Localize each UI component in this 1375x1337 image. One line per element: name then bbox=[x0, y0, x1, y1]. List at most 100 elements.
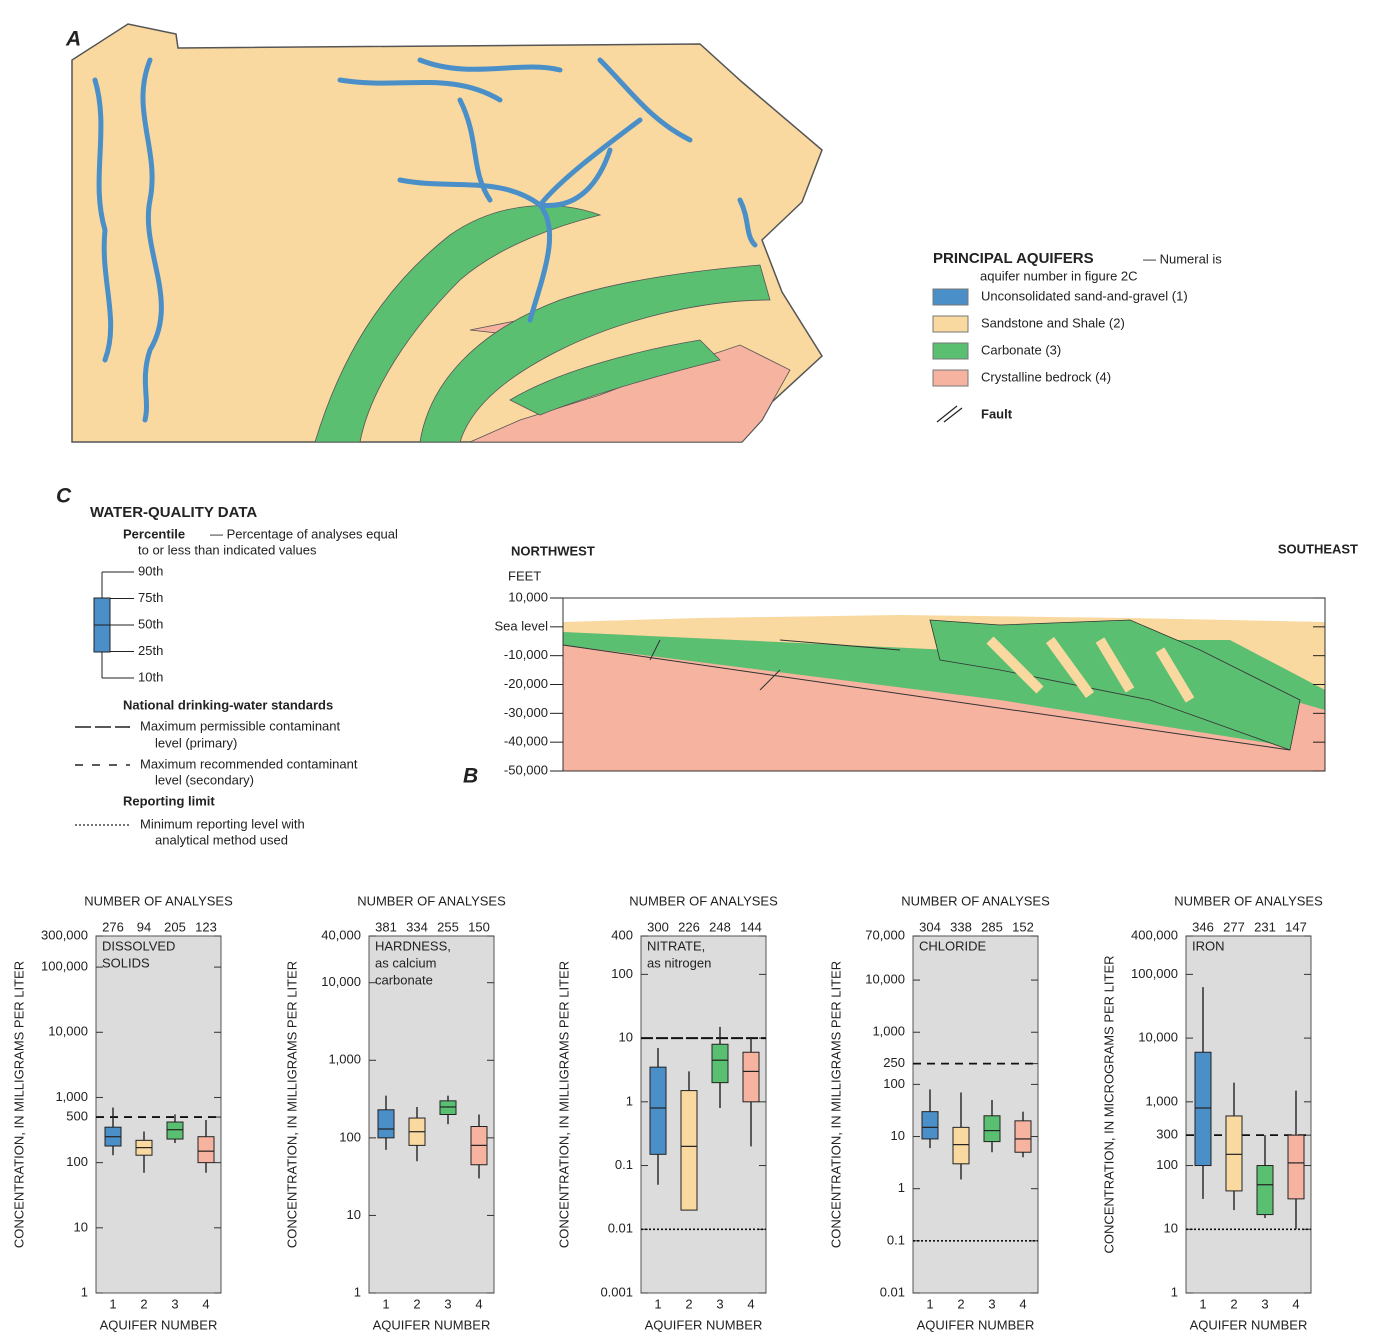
x-tick-label: 4 bbox=[747, 1296, 754, 1311]
x-axis-label: AQUIFER NUMBER bbox=[373, 1317, 491, 1332]
y-tick-label: 100 bbox=[611, 966, 633, 981]
y-tick-label: 10,000 bbox=[508, 589, 548, 604]
box bbox=[198, 1137, 214, 1163]
panel-label: CHLORIDE bbox=[919, 938, 987, 953]
x-tick-label: 3 bbox=[444, 1296, 451, 1311]
legend-label: Fault bbox=[981, 406, 1013, 421]
x-axis-label: AQUIFER NUMBER bbox=[1190, 1317, 1308, 1332]
y-tick-label: 1 bbox=[354, 1284, 361, 1299]
x-tick-label: 3 bbox=[1261, 1296, 1268, 1311]
y-tick-label: 100 bbox=[339, 1129, 361, 1144]
legend-heading: Percentile bbox=[123, 526, 185, 541]
box bbox=[1288, 1135, 1304, 1199]
legend-note: — Percentage of analyses equal bbox=[210, 526, 398, 541]
x-tick-label: 4 bbox=[1292, 1296, 1299, 1311]
legend-text: Maximum recommended contaminant bbox=[140, 756, 358, 771]
y-tick-label: -50,000 bbox=[504, 762, 548, 777]
box-key bbox=[94, 572, 110, 678]
percentile-label: 50th bbox=[138, 616, 163, 631]
chart-title: NUMBER OF ANALYSES bbox=[84, 893, 233, 908]
box bbox=[712, 1044, 728, 1082]
box bbox=[167, 1122, 183, 1139]
percentile-label: 75th bbox=[138, 590, 163, 605]
y-tick-label: 500 bbox=[66, 1109, 88, 1124]
y-tick-label: 100 bbox=[66, 1154, 88, 1169]
chart-title: NUMBER OF ANALYSES bbox=[357, 893, 506, 908]
x-tick-label: 1 bbox=[109, 1296, 116, 1311]
direction-label: NORTHWEST bbox=[511, 543, 595, 558]
x-tick-label: 3 bbox=[716, 1296, 723, 1311]
y-tick-label: 1,000 bbox=[328, 1052, 361, 1067]
count-label: 334 bbox=[406, 919, 428, 934]
x-tick-label: 1 bbox=[926, 1296, 933, 1311]
plot-panel bbox=[96, 936, 221, 1293]
y-tick-label: 400,000 bbox=[1131, 927, 1178, 942]
y-tick-label: 10 bbox=[891, 1128, 905, 1143]
section-label: B bbox=[463, 765, 478, 788]
y-tick-label: 10,000 bbox=[48, 1024, 88, 1039]
legend-title: WATER-QUALITY DATA bbox=[90, 504, 257, 521]
box bbox=[681, 1091, 697, 1210]
count-label: 144 bbox=[740, 919, 762, 934]
map-label: A bbox=[65, 28, 81, 51]
legend-swatch bbox=[933, 289, 968, 305]
count-label: 231 bbox=[1254, 919, 1276, 934]
panel-label: SOLIDS bbox=[102, 955, 150, 970]
legend-title: PRINCIPAL AQUIFERS bbox=[933, 250, 1094, 267]
legend-swatch bbox=[933, 316, 968, 332]
x-tick-label: 2 bbox=[1230, 1296, 1237, 1311]
x-tick-label: 1 bbox=[1199, 1296, 1206, 1311]
section-label: C bbox=[56, 485, 72, 508]
x-tick-label: 2 bbox=[957, 1296, 964, 1311]
y-tick-label: 1 bbox=[81, 1284, 88, 1299]
y-tick-label: 10,000 bbox=[865, 972, 905, 987]
y-tick-label: 100 bbox=[1156, 1157, 1178, 1172]
legend-note: to or less than indicated values bbox=[138, 542, 317, 557]
count-label: 147 bbox=[1285, 919, 1307, 934]
count-label: 300 bbox=[647, 919, 669, 934]
box bbox=[1015, 1121, 1031, 1152]
y-tick-label: 1,000 bbox=[1145, 1093, 1178, 1108]
unit-label: FEET bbox=[508, 568, 541, 583]
panel-label: DISSOLVED bbox=[102, 938, 175, 953]
count-label: 226 bbox=[678, 919, 700, 934]
y-tick-label: 0.1 bbox=[615, 1157, 633, 1172]
count-label: 381 bbox=[375, 919, 397, 934]
y-tick-label: 0.001 bbox=[600, 1284, 633, 1299]
count-label: 150 bbox=[468, 919, 490, 934]
y-tick-label: -10,000 bbox=[504, 647, 548, 662]
legend-text: Minimum reporting level with bbox=[140, 816, 305, 831]
box bbox=[984, 1116, 1000, 1142]
x-axis-label: AQUIFER NUMBER bbox=[917, 1317, 1035, 1332]
box bbox=[1195, 1052, 1211, 1165]
panel-label: NITRATE, bbox=[647, 938, 705, 953]
y-tick-label: 100,000 bbox=[41, 959, 88, 974]
y-tick-label: 1 bbox=[898, 1180, 905, 1195]
panel-label: as nitrogen bbox=[647, 955, 711, 970]
percentile-key: 90th75th50th25th10th bbox=[102, 563, 163, 684]
map bbox=[72, 24, 822, 442]
y-tick-label: 10,000 bbox=[321, 974, 361, 989]
legend-swatch bbox=[933, 370, 968, 386]
count-label: 338 bbox=[950, 919, 972, 934]
y-tick-label: -20,000 bbox=[504, 676, 548, 691]
legend-label: Carbonate (3) bbox=[981, 342, 1061, 357]
y-tick-label: 10 bbox=[74, 1219, 88, 1234]
y-tick-label: 10 bbox=[347, 1207, 361, 1222]
direction-label: SOUTHEAST bbox=[1278, 541, 1358, 556]
panel-label: IRON bbox=[1192, 938, 1225, 953]
y-axis-label: CONCENTRATION, IN MILLIGRAMS PER LITER bbox=[284, 961, 299, 1248]
legend-text: level (secondary) bbox=[155, 772, 254, 787]
box bbox=[922, 1112, 938, 1139]
count-label: 285 bbox=[981, 919, 1003, 934]
count-label: 248 bbox=[709, 919, 731, 934]
x-tick-label: 4 bbox=[202, 1296, 209, 1311]
legend-swatch bbox=[933, 343, 968, 359]
y-tick-label: 400 bbox=[611, 927, 633, 942]
y-tick-label: Sea level bbox=[495, 618, 549, 633]
legend-heading: Reporting limit bbox=[123, 793, 215, 808]
percentile-label: 90th bbox=[138, 563, 163, 578]
legend-note: — Numeral is bbox=[1143, 251, 1222, 266]
panel-label: carbonate bbox=[375, 972, 433, 987]
legend-label: Crystalline bedrock (4) bbox=[981, 369, 1111, 384]
